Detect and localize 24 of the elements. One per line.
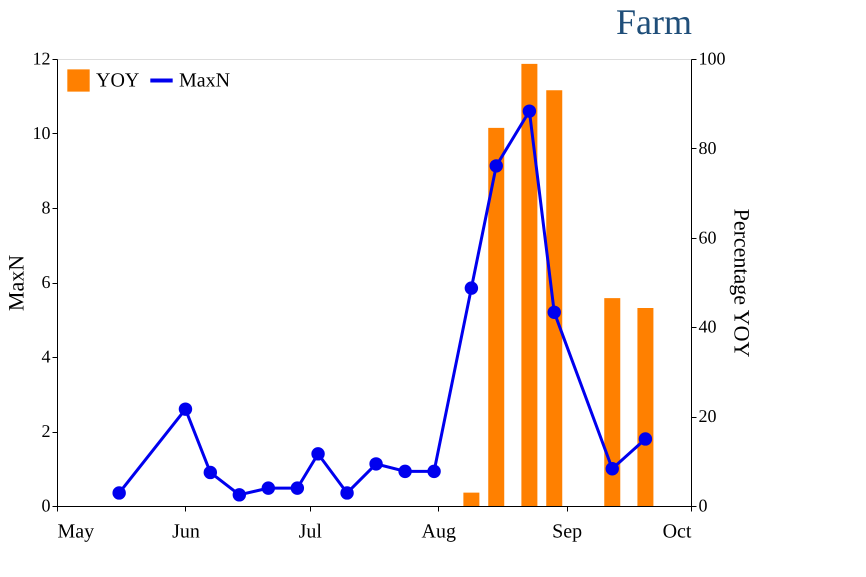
y2-tick-label: 20 [698, 406, 716, 426]
y-tick-label: 2 [42, 421, 50, 441]
y2-tick-label: 0 [698, 496, 708, 516]
x-tick-label: Aug [422, 520, 456, 542]
x-tick-label: Jun [172, 520, 200, 542]
y-tick-label: 4 [42, 346, 50, 366]
y2-tick-label: 40 [698, 316, 716, 337]
legend-label: MaxN [179, 70, 230, 92]
y2-tick-label: 100 [698, 48, 726, 68]
x-tick-label: Jul [298, 520, 322, 542]
y-tick-label: 0 [42, 496, 50, 516]
x-tick-label: May [58, 520, 94, 542]
y-tick-label: 8 [42, 198, 50, 218]
y2-axis-title: Percentage YOY [730, 208, 754, 358]
x-tick-label: Sep [552, 520, 582, 542]
y2-tick-label: 60 [698, 227, 716, 248]
y-axis-title: MaxN [4, 254, 28, 312]
x-tick-label: Oct [662, 520, 692, 542]
chart-title: Farm [616, 2, 692, 42]
y-tick-label: 10 [32, 123, 50, 143]
y-tick-label: 6 [42, 272, 50, 292]
y2-tick-label: 80 [698, 138, 716, 158]
y-tick-label: 12 [32, 48, 50, 68]
legend-label: YOY [96, 70, 140, 92]
